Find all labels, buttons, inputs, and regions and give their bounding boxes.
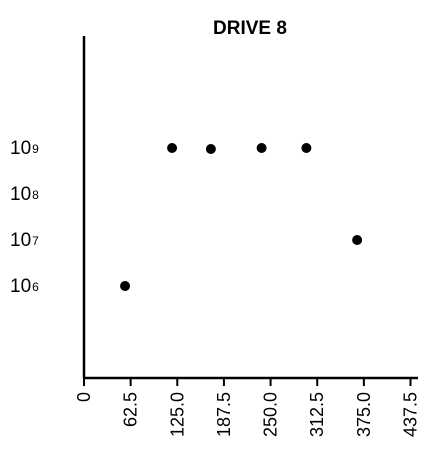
x-tick-label: 375.0 (354, 392, 374, 437)
x-tick-marks-and-labels: 0 62.5 125.0 187.5 250.0 312.5 375.0 437.5 (74, 378, 421, 437)
y-tick-exponent: 7 (32, 234, 39, 248)
x-tick-label: 125.0 (167, 392, 187, 437)
y-tick-base: 10 (10, 184, 31, 205)
y-tick-base: 10 (10, 230, 31, 251)
data-point (205, 144, 216, 155)
x-tick-label: 187.5 (214, 392, 234, 437)
x-tick-label: 312.5 (307, 392, 327, 437)
y-tick-label: 109 (10, 138, 39, 159)
y-tick-base: 10 (10, 138, 31, 159)
y-tick-base: 10 (10, 276, 31, 297)
y-tick-exponent: 8 (32, 188, 39, 202)
x-tick-label: 62.5 (121, 392, 141, 427)
data-points (120, 143, 363, 291)
x-tick-label: 250.0 (261, 392, 281, 437)
data-point (301, 143, 312, 153)
x-tick-label: 437.5 (401, 392, 421, 437)
data-point (120, 281, 131, 291)
y-tick-exponent: 6 (32, 280, 39, 294)
chart-title: DRIVE 8 (213, 18, 287, 39)
y-tick-label: 107 (10, 230, 39, 251)
y-tick-label: 108 (10, 184, 39, 205)
data-point (352, 235, 363, 245)
x-tick-label: 0 (74, 392, 94, 402)
data-point (256, 143, 267, 153)
y-tick-exponent: 9 (32, 142, 39, 156)
y-tick-label: 106 (10, 276, 39, 297)
data-point (167, 143, 178, 153)
